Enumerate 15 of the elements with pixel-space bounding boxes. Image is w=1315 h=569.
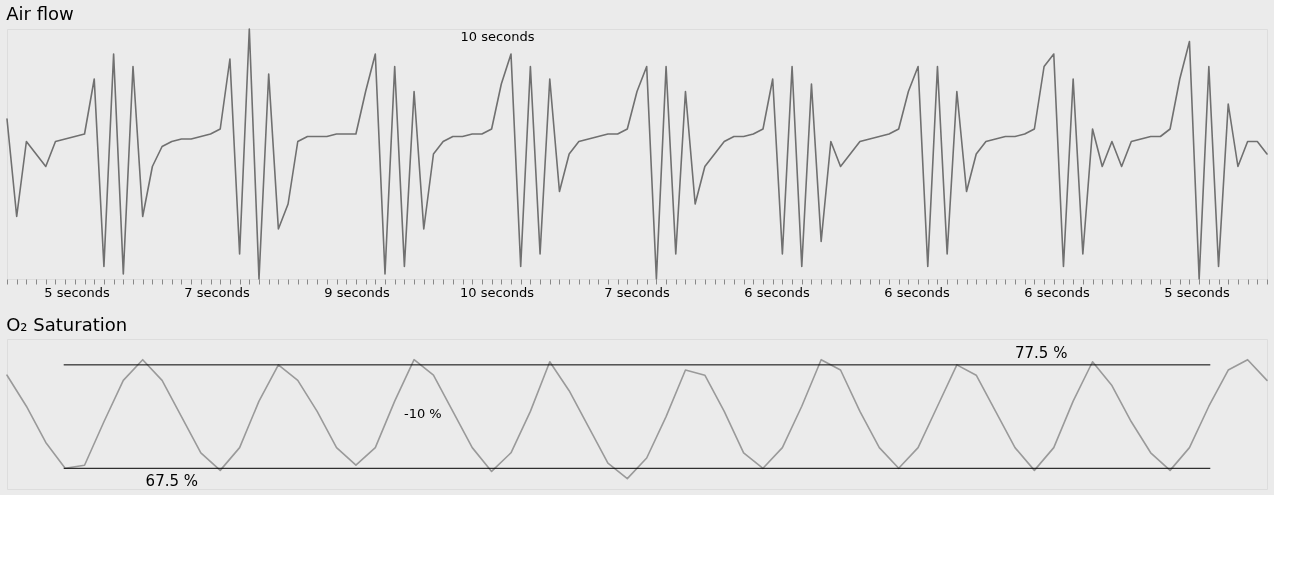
ref-line-label: 67.5 %: [145, 472, 199, 491]
text: 7 seconds: [604, 285, 670, 300]
text: 5 seconds: [44, 285, 110, 300]
ref-line-label: 77.5 %: [1015, 343, 1068, 362]
text: 5 seconds: [1164, 285, 1230, 300]
chart-title: Air flow: [6, 3, 74, 25]
text: 6 seconds: [744, 285, 810, 300]
text: 6 seconds: [1024, 285, 1090, 300]
chart-title: O₂ Saturation: [6, 314, 128, 335]
text: 10 seconds: [460, 285, 535, 300]
annotation: -10 %: [403, 406, 442, 421]
text: 9 seconds: [324, 285, 390, 300]
text: 7 seconds: [184, 285, 250, 300]
text: 6 seconds: [884, 285, 950, 300]
annotation: 10 seconds: [460, 29, 535, 44]
